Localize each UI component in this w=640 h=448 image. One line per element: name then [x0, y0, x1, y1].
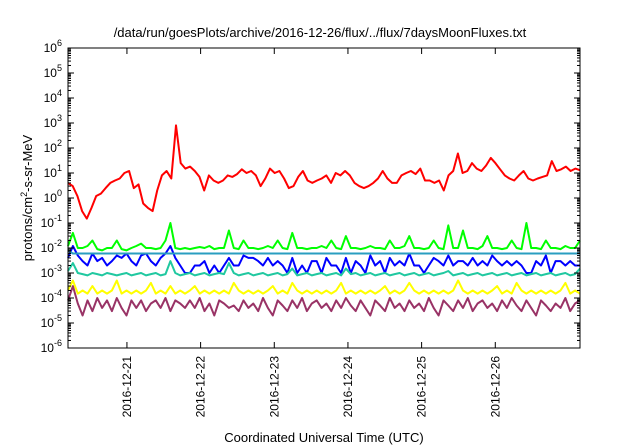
x-axis-label: Coordinated Universal Time (UTC)	[224, 430, 423, 445]
x-tick-label: 2016-12-22	[194, 356, 208, 418]
x-axis: 2016-12-21 2016-12-22 2016-12-23 2016-12-24…	[120, 48, 502, 417]
y-axis-label-prefix: protons/cm	[20, 197, 35, 261]
series-line-7	[67, 285, 581, 317]
y-tick-label-exp: -3	[54, 263, 62, 273]
y-tick-label: 10-1	[41, 213, 62, 230]
y-tick-label-exp: 3	[57, 113, 62, 123]
y-tick-label: 10-5	[41, 313, 62, 330]
y-tick-label-base: 10	[44, 66, 58, 80]
y-tick-label-base: 10	[41, 216, 55, 230]
y-tick-label-exp: -1	[54, 213, 62, 223]
y-tick-label-base: 10	[44, 166, 58, 180]
y-tick-label-base: 10	[41, 291, 55, 305]
y-tick-label: 102	[44, 138, 62, 155]
series-line-4	[67, 249, 580, 255]
y-tick-label-exp: 4	[57, 88, 62, 98]
y-tick-label: 10-6	[41, 338, 62, 355]
y-tick-label-base: 10	[44, 191, 58, 205]
y-tick-label: 100	[44, 188, 62, 205]
y-tick-label-exp: 0	[57, 188, 62, 198]
y-tick-label-exp: -4	[54, 288, 62, 298]
y-tick-label-exp: -6	[54, 338, 62, 348]
y-tick-label: 10-3	[41, 263, 62, 280]
y-tick-label-base: 10	[41, 341, 55, 355]
series-layer	[67, 124, 581, 317]
y-axis-label: protons/cm2-s-sr-MeV	[19, 134, 35, 261]
series-line-2	[67, 222, 581, 252]
y-tick-label: 10-4	[41, 288, 62, 305]
y-tick-label: 106	[44, 38, 62, 55]
x-tick-label: 2016-12-24	[341, 356, 355, 418]
y-tick-label-base: 10	[41, 241, 55, 255]
y-tick-label-base: 10	[44, 141, 58, 155]
y-tick-label: 105	[44, 63, 62, 80]
y-tick-label-base: 10	[44, 116, 58, 130]
y-tick-label-exp: -5	[54, 313, 62, 323]
series-line-6	[67, 279, 581, 295]
y-tick-label-exp: 5	[57, 63, 62, 73]
series-line-3	[67, 245, 580, 274]
y-tick-label-base: 10	[41, 316, 55, 330]
series-line-5	[67, 260, 581, 277]
y-tick-label: 101	[44, 163, 62, 180]
chart-title: /data/run/goesPlots/archive/2016-12-26/f…	[114, 25, 527, 40]
y-tick-label-exp: 6	[57, 38, 62, 48]
y-axis-label-sup: 2	[19, 192, 29, 197]
y-tick-label-exp: 1	[57, 163, 62, 173]
series-line-1	[67, 124, 581, 220]
y-tick-label-exp: 2	[57, 138, 62, 148]
y-tick-label-base: 10	[44, 91, 58, 105]
y-axis-label-suffix: -s-sr-MeV	[20, 134, 35, 191]
x-tick-label: 2016-12-26	[488, 356, 502, 418]
x-tick-label: 2016-12-25	[415, 356, 429, 418]
x-tick-label: 2016-12-23	[267, 356, 281, 418]
y-tick-label-base: 10	[41, 266, 55, 280]
y-axis: 10-610-510-410-310-210-11001011021031041…	[41, 38, 580, 355]
x-tick-label: 2016-12-21	[120, 356, 134, 418]
y-tick-label: 104	[44, 88, 62, 105]
y-tick-label: 103	[44, 113, 62, 130]
y-tick-label: 10-2	[41, 238, 62, 255]
y-tick-label-base: 10	[44, 41, 58, 55]
y-tick-label-exp: -2	[54, 238, 62, 248]
